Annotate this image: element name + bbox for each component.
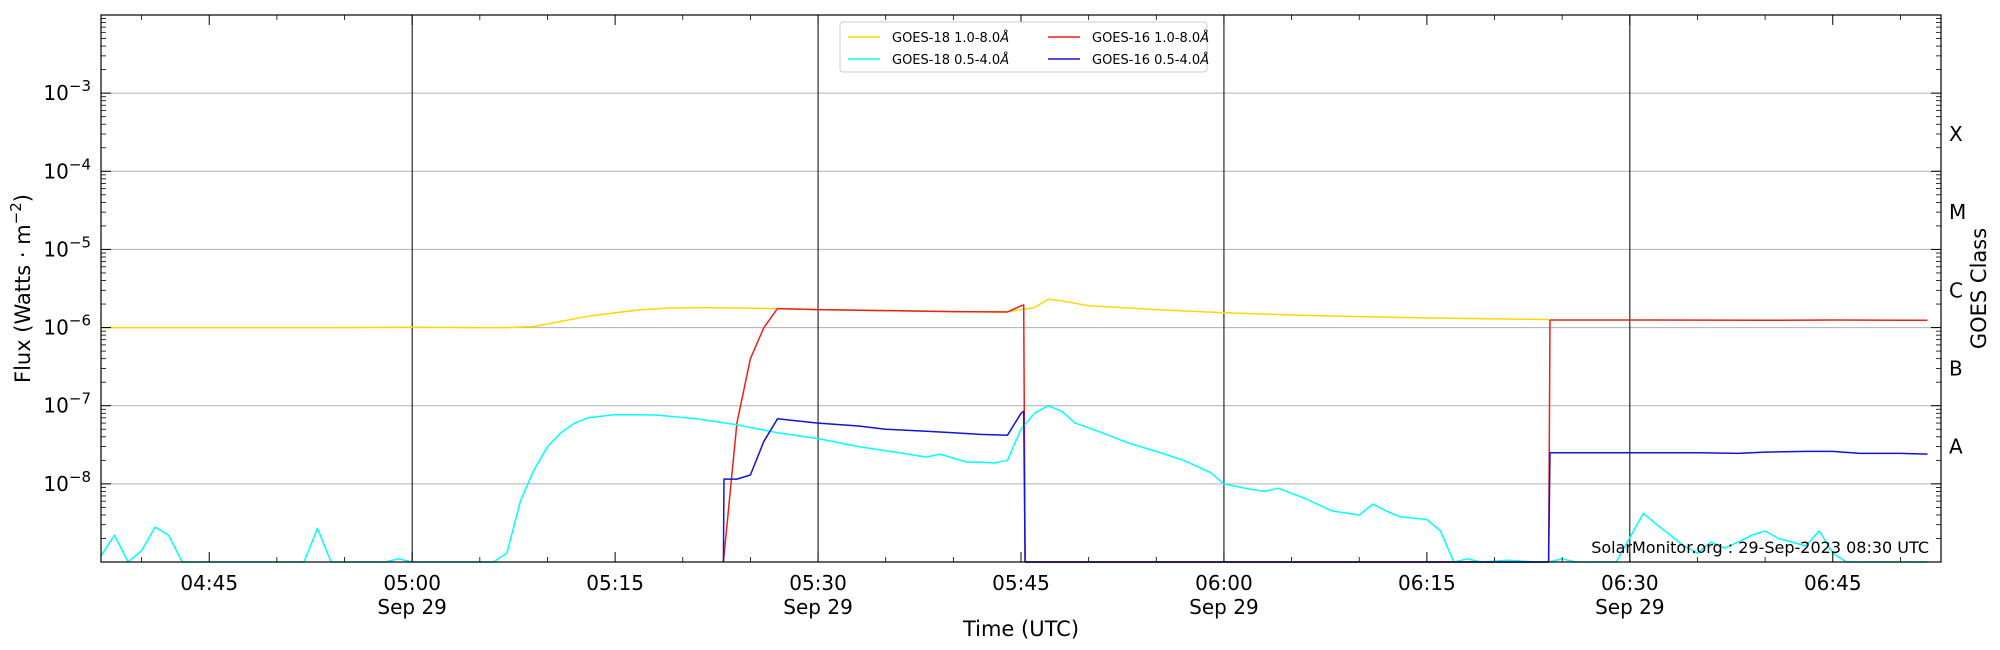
y-tick-exponent: −3 (69, 77, 91, 95)
x-tick-label: 05:00 (383, 571, 441, 595)
y-tick-exponent: −6 (69, 312, 91, 330)
plot-frame (100, 14, 1942, 563)
goes-class-label: B (1949, 356, 1963, 380)
x-tick-date-label: Sep 29 (783, 595, 853, 619)
x-tick-label: 06:30 (1601, 571, 1659, 595)
x-tick-label: 05:45 (992, 571, 1050, 595)
legend-entry-label: GOES-16 1.0-8.0Å (1092, 30, 1209, 46)
x-tick-label: 04:45 (180, 571, 238, 595)
x-tick-date-label: Sep 29 (377, 595, 447, 619)
series-line-2 (722, 304, 1928, 563)
series-line-1 (101, 298, 1549, 329)
y-tick-base: 10 (43, 394, 68, 418)
y-tick-base: 10 (43, 472, 68, 496)
y-tick-base: 10 (43, 237, 68, 261)
y-tick-base: 10 (43, 159, 68, 183)
x-tick-label: 06:00 (1195, 571, 1253, 595)
y-tick-label: 10−6 (43, 312, 91, 340)
y-axis-title-exponent: −2 (7, 202, 25, 224)
legend-entry-unit: Å (1199, 52, 1209, 68)
legend-entry-label: GOES-18 0.5-4.0Å (892, 52, 1009, 68)
grid-lines (101, 15, 1941, 562)
y-axis-title-main: Flux (Watts · m (11, 224, 35, 383)
y-tick-exponent: −8 (69, 468, 91, 486)
x-axis-title: Time (UTC) (962, 617, 1079, 641)
y-tick-exponent: −5 (69, 233, 91, 251)
goes-class-axis-title: GOES Class (1967, 228, 1991, 349)
legend-entry-label: GOES-16 0.5-4.0Å (1092, 52, 1209, 68)
series-line-4 (722, 410, 1928, 563)
y-tick-label: 10−5 (43, 233, 91, 261)
legend-entry-name: GOES-18 0.5-4.0 (892, 53, 1000, 68)
y-tick-base: 10 (43, 316, 68, 340)
series-lines (100, 298, 1928, 563)
x-tick-label: 05:30 (789, 571, 847, 595)
x-tick-label: 05:15 (586, 571, 644, 595)
legend-entry-name: GOES-16 0.5-4.0 (1092, 53, 1200, 68)
source-annotation: SolarMonitor.org : 29-Sep-2023 08:30 UTC (1591, 538, 1929, 557)
goes-class-label: A (1949, 435, 1963, 459)
legend-entry-unit: Å (1199, 30, 1209, 46)
x-tick-date-label: Sep 29 (1189, 595, 1259, 619)
legend-box (839, 21, 1208, 73)
x-tick-label: 06:15 (1398, 571, 1456, 595)
legend-entry-label: GOES-18 1.0-8.0Å (892, 30, 1009, 46)
legend: GOES-18 1.0-8.0Å GOES-16 1.0-8.0ÅGOES-18 … (839, 21, 1209, 73)
y-tick-base: 10 (43, 81, 68, 105)
goes-class-label: C (1949, 278, 1963, 302)
goes-class-label: X (1949, 122, 1963, 146)
y-axis-title: Flux (Watts · m−2) (7, 194, 35, 383)
y-tick-label: 10−8 (43, 468, 91, 496)
x-tick-date-label: Sep 29 (1595, 595, 1665, 619)
legend-entry-unit: Å (999, 52, 1009, 68)
legend-entry-name: GOES-16 1.0-8.0 (1092, 31, 1200, 46)
legend-entry-unit: Å (999, 30, 1009, 46)
y-tick-label: 10−7 (43, 390, 91, 418)
y-tick-exponent: −7 (69, 390, 91, 408)
axis-ticks (101, 15, 1941, 562)
goes-class-label: M (1949, 200, 1966, 224)
y-tick-exponent: −4 (69, 155, 91, 173)
y-tick-label: 10−3 (43, 77, 91, 105)
legend-entry-name: GOES-18 1.0-8.0 (892, 31, 1000, 46)
y-tick-label: 10−4 (43, 155, 91, 183)
y-axis-title-close: ) (11, 194, 35, 202)
x-tick-label: 06:45 (1804, 571, 1862, 595)
